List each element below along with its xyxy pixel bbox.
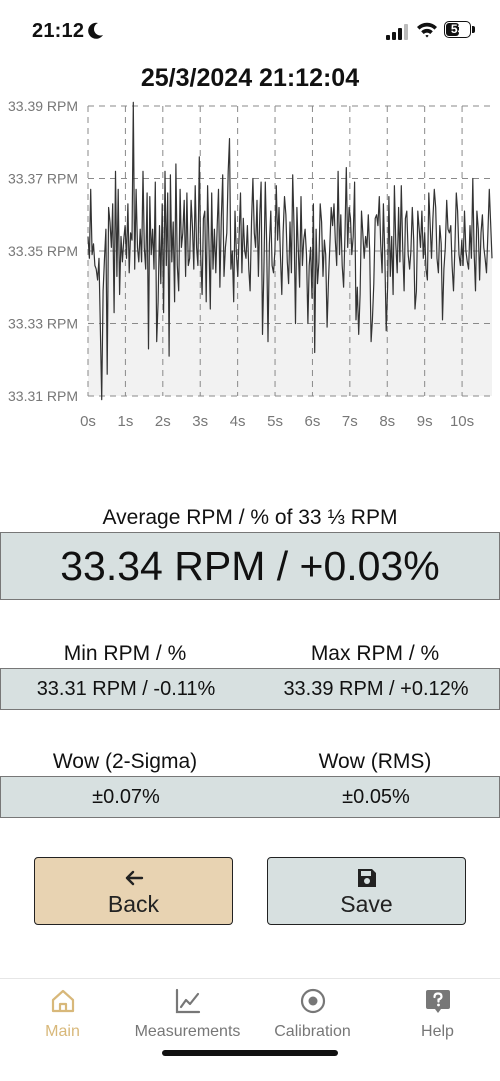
wow-2sigma-label: Wow (2-Sigma): [52, 750, 198, 773]
floppy-disk-icon: [357, 869, 376, 887]
y-tick-label: 33.35 RPM: [8, 243, 78, 259]
x-tick-label: 0s: [80, 413, 96, 430]
tab-main[interactable]: Main: [0, 987, 125, 1047]
x-tick-label: 7s: [342, 413, 358, 430]
line-chart-icon: [175, 988, 200, 1014]
back-button[interactable]: Back: [34, 857, 233, 925]
x-tick-label: 2s: [155, 413, 171, 430]
max-rpm-label: Max RPM / %: [310, 642, 440, 665]
wow-rms-value: ±0.05%: [342, 786, 410, 808]
tab-measurements-label: Measurements: [134, 1023, 241, 1040]
max-rpm-value: 33.39 RPM / +0.12%: [283, 678, 469, 700]
target-icon: [300, 988, 325, 1014]
min-rpm-value: 33.31 RPM / -0.11%: [36, 678, 216, 700]
x-tick-label: 4s: [230, 413, 246, 430]
x-tick-label: 6s: [305, 413, 321, 430]
y-tick-label: 33.33 RPM: [8, 316, 78, 332]
tab-help[interactable]: Help: [375, 987, 500, 1047]
wow-values: ±0.07% ±0.05%: [0, 776, 500, 818]
min-rpm-label: Min RPM / %: [63, 642, 187, 665]
x-tick-label: 8s: [379, 413, 395, 430]
save-button-label: Save: [340, 891, 393, 917]
y-tick-label: 33.37 RPM: [8, 171, 78, 187]
cellular-signal-icon: [386, 24, 408, 40]
min-max-values: 33.31 RPM / -0.11% 33.39 RPM / +0.12%: [0, 668, 500, 710]
help-icon: [425, 990, 450, 1013]
average-value: 33.34 RPM / +0.03%: [0, 532, 500, 600]
save-button[interactable]: Save: [267, 857, 466, 925]
tab-calibration[interactable]: Calibration: [250, 987, 375, 1047]
tab-bar: Main Measurements Calibration Help: [0, 978, 500, 1081]
back-button-label: Back: [107, 891, 160, 917]
x-tick-label: 5s: [267, 413, 283, 430]
rpm-chart-svg: 0s 1s 2s 3s 4s 5s 6s 7s 8s 9s 10s 33.31 RPM 33.33 RP…: [8, 100, 493, 430]
arrow-left-icon: [125, 870, 143, 886]
measurement-timestamp: 25/3/2024 21:12:04: [140, 64, 360, 92]
y-tick-label: 33.39 RPM: [8, 100, 78, 114]
wifi-icon: [417, 22, 437, 38]
wow-2sigma-value: ±0.07%: [92, 786, 160, 808]
tab-help-label: Help: [421, 1023, 454, 1040]
average-label: Average RPM / % of 33 ⅓ RPM: [102, 506, 398, 529]
tab-measurements[interactable]: Measurements: [125, 987, 250, 1047]
rpm-series-line: [87, 101, 493, 401]
y-tick-label: 33.31 RPM: [8, 388, 78, 404]
x-tick-label: 10s: [450, 413, 474, 430]
battery-level: 53: [450, 22, 465, 36]
status-bar: 21:12 53: [0, 0, 500, 64]
tab-main-label: Main: [45, 1023, 80, 1040]
battery-indicator: 53: [444, 21, 476, 40]
wow-rms-label: Wow (RMS): [318, 750, 432, 773]
tab-calibration-label: Calibration: [274, 1023, 351, 1040]
x-tick-label: 1s: [117, 413, 133, 430]
home-icon: [51, 989, 74, 1013]
home-indicator: [162, 1050, 338, 1056]
moon-icon: [88, 22, 103, 39]
x-tick-label: 9s: [417, 413, 433, 430]
rpm-chart: 0s 1s 2s 3s 4s 5s 6s 7s 8s 9s 10s 33.31 RPM 33.33 RP…: [0, 100, 500, 440]
status-time: 21:12: [32, 20, 85, 42]
x-tick-label: 3s: [192, 413, 208, 430]
